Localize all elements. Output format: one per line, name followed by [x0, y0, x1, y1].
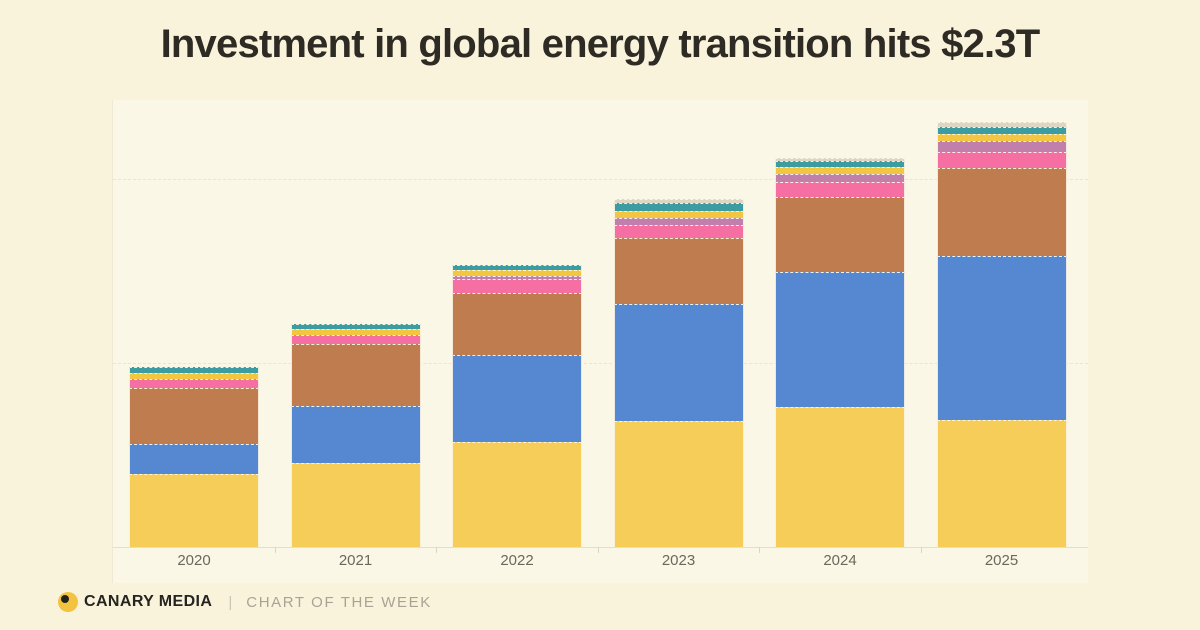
bar-segment-2023-segment-brown — [613, 237, 744, 304]
bar-segment-2021-segment-gold — [290, 329, 421, 336]
bar-segment-2022-segment-blue — [452, 354, 582, 443]
x-axis-tick — [436, 547, 437, 553]
bar-segment-2023-segment-light — [613, 199, 744, 204]
bar-segment-2023-segment-gold — [613, 211, 744, 219]
bar-2020 — [129, 367, 259, 547]
x-axis-tick — [759, 547, 760, 553]
footer-tagline: CHART OF THE WEEK — [246, 593, 432, 611]
x-axis-tick — [920, 547, 922, 553]
bar-segment-2025-segment-blue — [936, 256, 1067, 420]
bar-segment-2020-segment-pink — [129, 379, 259, 389]
bar-2025 — [936, 121, 1067, 547]
bar-2023 — [613, 199, 744, 547]
bar-segment-2021-segment-teal — [290, 323, 421, 330]
x-axis-label-2022: 2022 — [500, 552, 534, 569]
x-axis-label-2020: 2020 — [177, 552, 211, 569]
bar-segment-2025-segment-yellow — [936, 419, 1067, 547]
bar-segment-2022-segment-yellow — [452, 442, 582, 547]
plot-area: 2020 2021 2022 2023 2024 2025 — [112, 100, 1088, 583]
bar-segment-2022-segment-teal — [452, 264, 582, 271]
bar-segment-2024-segment-blue — [775, 271, 905, 408]
bar-segment-2024-segment-teal — [775, 160, 905, 167]
x-axis-baseline — [113, 547, 1088, 548]
bar-segment-2021-segment-yellow — [290, 463, 421, 547]
bar-segment-2021-segment-blue — [290, 406, 421, 464]
bar-2024 — [775, 158, 905, 547]
footer-brandbar: CANARY MEDIA | CHART OF THE WEEK — [58, 591, 432, 613]
bar-segment-2023-segment-mauve — [613, 218, 744, 225]
bar-2021 — [290, 323, 421, 547]
bar-segment-2023-segment-pink — [613, 224, 744, 238]
bar-segment-2021-segment-pink — [290, 335, 421, 345]
gridline-2T — [113, 179, 1088, 180]
bar-segment-2024-segment-brown — [775, 197, 905, 272]
bar-segment-2024-segment-pink — [775, 182, 905, 198]
bar-segment-2025-segment-brown — [936, 167, 1067, 257]
bar-segment-2023-segment-yellow — [613, 420, 744, 547]
bar-segment-2020-segment-teal — [129, 367, 259, 374]
footer-divider: | — [228, 593, 233, 611]
gridline-1T — [113, 363, 1088, 364]
x-axis-tick — [597, 547, 599, 553]
bar-segment-2020-segment-brown — [129, 388, 259, 444]
bar-segment-2025-segment-light — [936, 121, 1067, 127]
page-title: Investment in global energy transition h… — [160, 22, 1041, 66]
bar-segment-2024-segment-light — [775, 158, 905, 161]
bar-segment-2022-segment-brown — [452, 292, 582, 355]
bar-2022 — [452, 264, 582, 547]
bar-segment-2025-segment-gold — [936, 133, 1067, 142]
x-axis-label-2021: 2021 — [338, 552, 373, 569]
x-axis-tick — [274, 547, 276, 553]
x-axis-label-2025: 2025 — [984, 552, 1019, 569]
x-axis-label-2023: 2023 — [661, 552, 696, 569]
bar-segment-2025-segment-teal — [936, 126, 1067, 134]
logo-dot — [61, 595, 69, 603]
bar-segment-2025-segment-mauve — [936, 141, 1067, 153]
bar-segment-2025-segment-pink — [936, 152, 1067, 168]
brand-name: CANARY MEDIA — [84, 593, 213, 610]
bar-segment-2024-segment-mauve — [775, 173, 905, 183]
bar-segment-2023-segment-blue — [613, 303, 744, 421]
bar-segment-2020-segment-yellow — [129, 474, 259, 547]
canary-media-logo-icon — [58, 592, 78, 612]
bar-segment-2022-segment-pink — [452, 278, 582, 293]
bar-segment-2020-segment-blue — [129, 443, 259, 475]
bar-segment-2020-segment-gold — [129, 373, 259, 380]
bar-segment-2024-segment-gold — [775, 166, 905, 174]
x-axis-label-2024: 2024 — [823, 552, 857, 569]
bar-segment-2022-segment-gold — [452, 270, 582, 277]
bar-segment-2023-segment-teal — [613, 203, 744, 212]
bar-segment-2022-segment-mauve — [452, 276, 582, 279]
bar-segment-2024-segment-yellow — [775, 407, 905, 547]
bar-segment-2021-segment-brown — [290, 344, 421, 407]
